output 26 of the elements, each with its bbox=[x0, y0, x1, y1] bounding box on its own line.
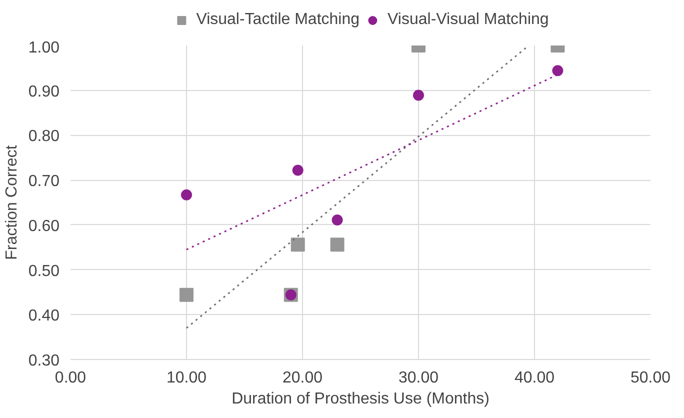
y-axis-title: Fraction Correct bbox=[3, 144, 20, 260]
x-axis-title: Duration of Prosthesis Use (Months) bbox=[232, 390, 490, 408]
x-tick-label: 50.00 bbox=[630, 370, 671, 386]
y-tick-label: 0.80 bbox=[28, 128, 60, 146]
point bbox=[330, 238, 344, 252]
y-tick-label: 0.40 bbox=[28, 308, 60, 325]
y-tick-label: 0.70 bbox=[28, 173, 60, 190]
y-tick-label: 1.00 bbox=[28, 40, 60, 56]
y-tick-label: 0.60 bbox=[28, 218, 60, 235]
y-tick-label: 0.50 bbox=[28, 262, 60, 280]
point bbox=[332, 214, 343, 226]
x-tick-label: 20.00 bbox=[282, 370, 323, 386]
x-tick-label: 40.00 bbox=[514, 370, 555, 386]
point bbox=[181, 189, 192, 200]
y-tick-label: 0.90 bbox=[28, 83, 60, 100]
point bbox=[180, 288, 194, 302]
legend-label: Visual-Visual Matching bbox=[388, 11, 549, 29]
point bbox=[290, 238, 305, 252]
x-tick-label: 10.00 bbox=[166, 370, 207, 386]
point bbox=[413, 90, 424, 101]
x-tick-label: 30.00 bbox=[398, 370, 439, 386]
point bbox=[552, 65, 564, 76]
legend-label: Visual-Tactile Matching bbox=[196, 11, 360, 29]
y-tick-label: 0.30 bbox=[28, 352, 60, 370]
x-tick-label: 0.00 bbox=[54, 370, 86, 386]
point bbox=[292, 164, 304, 176]
